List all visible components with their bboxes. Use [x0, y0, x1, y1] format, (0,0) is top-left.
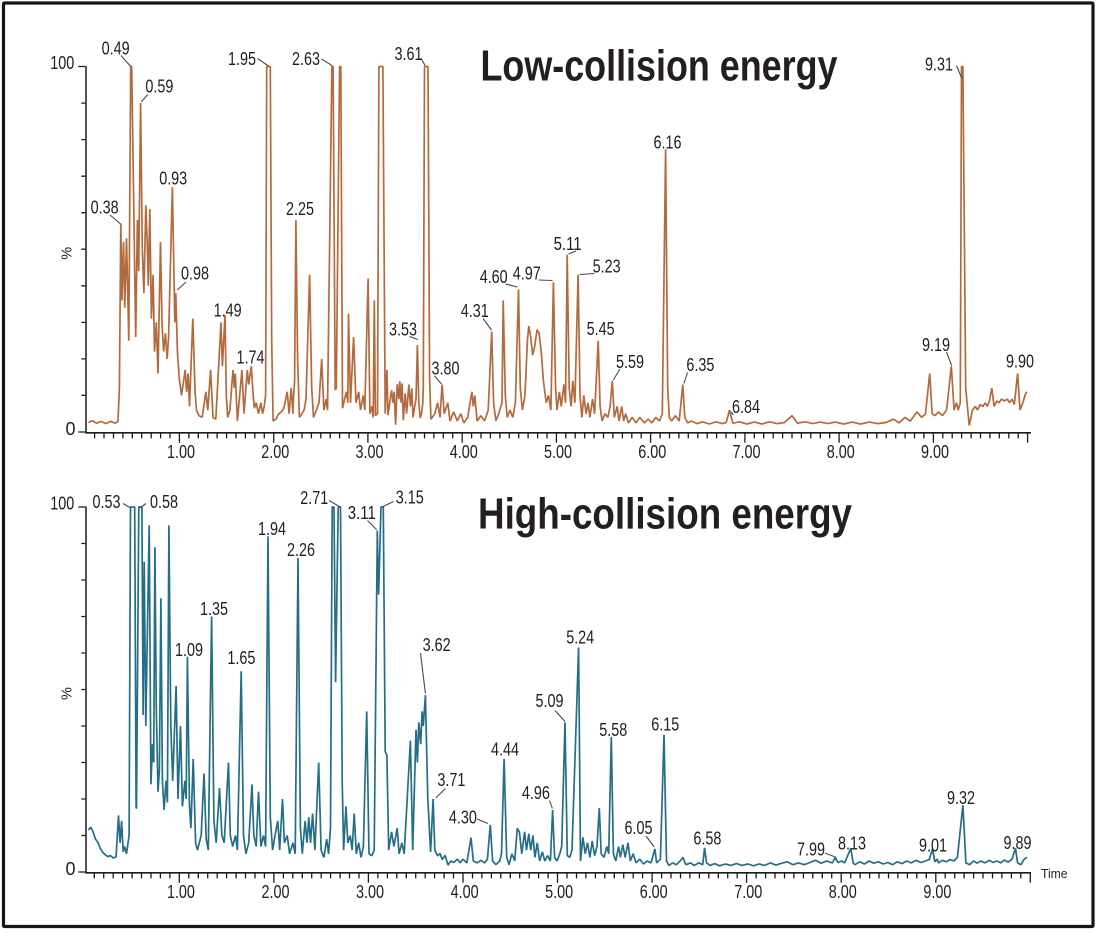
- svg-text:0.49: 0.49: [102, 38, 130, 58]
- svg-text:Time: Time: [1041, 866, 1068, 881]
- svg-text:9.89: 9.89: [1004, 833, 1032, 853]
- svg-text:9.31: 9.31: [925, 55, 953, 75]
- svg-text:9.00: 9.00: [921, 442, 949, 462]
- svg-text:1.00: 1.00: [167, 882, 195, 902]
- svg-text:5.58: 5.58: [599, 720, 627, 740]
- svg-text:3.00: 3.00: [356, 882, 384, 902]
- svg-text:6.84: 6.84: [732, 397, 760, 417]
- svg-text:4.00: 4.00: [451, 882, 479, 902]
- svg-text:3.71: 3.71: [437, 770, 465, 790]
- svg-text:2.71: 2.71: [300, 488, 328, 508]
- svg-text:High-collision energy: High-collision energy: [478, 490, 852, 539]
- svg-text:4.60: 4.60: [480, 267, 508, 287]
- svg-text:4.96: 4.96: [522, 783, 550, 803]
- svg-text:9.01: 9.01: [919, 836, 947, 856]
- svg-text:5.45: 5.45: [587, 319, 615, 339]
- svg-text:2.00: 2.00: [262, 882, 290, 902]
- svg-text:0: 0: [65, 859, 75, 879]
- svg-text:4.00: 4.00: [450, 442, 478, 462]
- svg-text:0.53: 0.53: [93, 492, 121, 512]
- svg-text:0.98: 0.98: [181, 264, 209, 284]
- svg-text:1.65: 1.65: [227, 648, 255, 668]
- svg-text:0: 0: [65, 419, 75, 439]
- svg-text:3.62: 3.62: [423, 635, 451, 655]
- svg-text:8.13: 8.13: [838, 834, 866, 854]
- svg-text:%: %: [60, 687, 76, 700]
- svg-text:5.09: 5.09: [536, 691, 564, 711]
- svg-text:5.59: 5.59: [616, 352, 644, 372]
- svg-text:6.16: 6.16: [654, 133, 682, 153]
- svg-text:1.35: 1.35: [200, 599, 228, 619]
- svg-text:0.59: 0.59: [145, 77, 173, 97]
- svg-text:1.49: 1.49: [214, 301, 242, 321]
- svg-text:5.00: 5.00: [544, 442, 572, 462]
- svg-text:4.30: 4.30: [449, 808, 477, 828]
- svg-text:2.26: 2.26: [287, 540, 315, 560]
- svg-text:0.58: 0.58: [150, 492, 178, 512]
- svg-text:6.58: 6.58: [693, 829, 721, 849]
- svg-text:6.00: 6.00: [638, 442, 666, 462]
- svg-text:7.00: 7.00: [734, 882, 762, 902]
- svg-text:1.09: 1.09: [175, 640, 203, 660]
- svg-text:0.38: 0.38: [91, 198, 119, 218]
- svg-text:8.00: 8.00: [827, 442, 855, 462]
- svg-text:1.74: 1.74: [237, 348, 265, 368]
- svg-text:3.80: 3.80: [432, 359, 460, 379]
- svg-text:1.94: 1.94: [258, 519, 286, 539]
- svg-text:2.63: 2.63: [292, 49, 320, 69]
- svg-text:7.00: 7.00: [732, 442, 760, 462]
- svg-text:%: %: [60, 247, 76, 260]
- svg-text:6.15: 6.15: [651, 715, 679, 735]
- svg-text:5.23: 5.23: [593, 257, 621, 277]
- svg-text:6.35: 6.35: [686, 355, 714, 375]
- svg-text:2.00: 2.00: [261, 442, 289, 462]
- svg-text:5.00: 5.00: [545, 882, 573, 902]
- svg-text:100: 100: [50, 493, 74, 513]
- svg-text:5.24: 5.24: [566, 628, 594, 648]
- svg-text:4.44: 4.44: [491, 740, 519, 760]
- svg-text:7.99: 7.99: [797, 840, 825, 860]
- svg-text:9.90: 9.90: [1006, 352, 1034, 372]
- svg-text:3.00: 3.00: [356, 442, 384, 462]
- svg-text:1.00: 1.00: [167, 442, 195, 462]
- svg-text:0.93: 0.93: [159, 169, 187, 189]
- svg-text:3.53: 3.53: [389, 320, 417, 340]
- svg-text:4.97: 4.97: [513, 263, 541, 283]
- svg-text:8.00: 8.00: [829, 882, 857, 902]
- svg-text:100: 100: [50, 53, 74, 73]
- svg-text:5.11: 5.11: [554, 234, 582, 254]
- svg-text:6.00: 6.00: [640, 882, 668, 902]
- svg-text:3.61: 3.61: [395, 44, 423, 64]
- svg-text:3.11: 3.11: [348, 503, 376, 523]
- svg-text:6.05: 6.05: [625, 818, 653, 838]
- svg-text:9.32: 9.32: [947, 788, 975, 808]
- svg-text:4.31: 4.31: [461, 301, 489, 321]
- svg-text:9.19: 9.19: [922, 335, 950, 355]
- svg-text:2.25: 2.25: [286, 199, 314, 219]
- svg-text:1.95: 1.95: [228, 49, 256, 69]
- svg-text:Low-collision energy: Low-collision energy: [481, 42, 838, 91]
- svg-text:9.00: 9.00: [923, 882, 951, 902]
- svg-text:3.15: 3.15: [396, 488, 424, 508]
